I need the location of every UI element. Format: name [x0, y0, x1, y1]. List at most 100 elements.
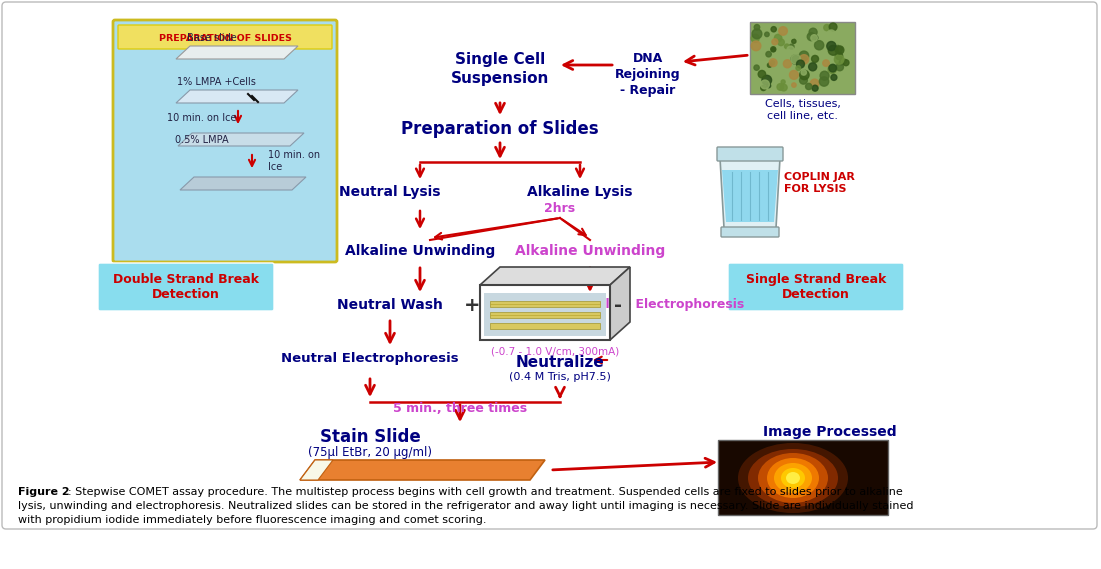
Bar: [480, 285, 610, 340]
Text: 2hrs: 2hrs: [544, 202, 576, 215]
Circle shape: [836, 63, 843, 71]
Circle shape: [829, 31, 836, 38]
Circle shape: [799, 51, 809, 60]
Polygon shape: [720, 158, 780, 228]
Circle shape: [754, 65, 760, 71]
Circle shape: [752, 29, 762, 39]
Circle shape: [789, 44, 794, 49]
Circle shape: [802, 70, 806, 75]
Circle shape: [835, 55, 843, 64]
Ellipse shape: [786, 472, 800, 484]
Bar: [484, 293, 606, 336]
Circle shape: [761, 85, 766, 90]
Circle shape: [811, 86, 817, 92]
Circle shape: [796, 66, 800, 71]
Bar: [490, 312, 600, 318]
Circle shape: [829, 64, 837, 72]
Text: Alkaline Unwinding: Alkaline Unwinding: [515, 244, 665, 258]
Bar: [490, 301, 600, 307]
Circle shape: [835, 46, 842, 53]
Text: Single Strand Break
Detection: Single Strand Break Detection: [745, 273, 886, 301]
Polygon shape: [299, 460, 545, 480]
Text: Single Cell
Suspension: Single Cell Suspension: [450, 52, 549, 85]
Ellipse shape: [748, 449, 838, 507]
Bar: [750, 22, 855, 94]
Circle shape: [771, 47, 776, 52]
Ellipse shape: [738, 443, 848, 513]
FancyBboxPatch shape: [98, 263, 274, 311]
Circle shape: [841, 59, 847, 64]
Bar: [718, 440, 889, 515]
Polygon shape: [299, 460, 333, 480]
FancyBboxPatch shape: [721, 227, 780, 237]
Polygon shape: [610, 267, 630, 340]
Circle shape: [830, 73, 837, 80]
Circle shape: [822, 60, 829, 67]
Circle shape: [827, 42, 836, 51]
Circle shape: [764, 39, 774, 48]
Circle shape: [824, 24, 830, 31]
Text: Cells, tissues,
cell line, etc.: Cells, tissues, cell line, etc.: [764, 99, 840, 121]
Circle shape: [831, 75, 837, 80]
Circle shape: [836, 52, 842, 60]
Circle shape: [777, 84, 784, 90]
Text: Stain Slide: Stain Slide: [319, 428, 421, 446]
Text: (75µl EtBr, 20 µg/ml): (75µl EtBr, 20 µg/ml): [308, 446, 432, 459]
Circle shape: [777, 39, 784, 46]
Text: Base slide: Base slide: [187, 33, 237, 43]
Circle shape: [766, 51, 772, 57]
Circle shape: [815, 40, 824, 50]
Circle shape: [844, 79, 849, 83]
Circle shape: [799, 55, 809, 64]
Circle shape: [789, 71, 798, 79]
Circle shape: [839, 40, 844, 46]
Text: -: -: [614, 295, 622, 315]
Circle shape: [751, 34, 760, 42]
Circle shape: [819, 77, 829, 86]
Text: +: +: [464, 295, 480, 315]
Circle shape: [787, 31, 795, 39]
Text: Figure 2: Figure 2: [18, 487, 69, 497]
Circle shape: [761, 80, 770, 89]
Circle shape: [840, 77, 846, 82]
FancyBboxPatch shape: [118, 25, 333, 49]
Circle shape: [792, 83, 796, 87]
Circle shape: [829, 23, 837, 31]
Text: Alkaline Lysis: Alkaline Lysis: [527, 185, 633, 199]
Circle shape: [791, 55, 800, 64]
Text: Preparation of Slides: Preparation of Slides: [401, 120, 599, 138]
Polygon shape: [480, 267, 630, 285]
Circle shape: [787, 46, 794, 53]
Circle shape: [796, 60, 805, 68]
Text: Alkaline Electrophoresis: Alkaline Electrophoresis: [576, 298, 744, 311]
Circle shape: [759, 71, 765, 78]
Text: Neutral Wash: Neutral Wash: [337, 298, 443, 312]
Circle shape: [828, 65, 837, 73]
Text: lysis, unwinding and electrophoresis. Neutralized slides can be stored in the re: lysis, unwinding and electrophoresis. Ne…: [18, 501, 914, 511]
Circle shape: [813, 85, 818, 91]
Circle shape: [791, 55, 800, 64]
Circle shape: [807, 32, 816, 40]
Text: : Stepwise COMET assay procedure. The multistep process begins with cell growth : : Stepwise COMET assay procedure. The mu…: [68, 487, 903, 497]
Circle shape: [774, 34, 782, 42]
Circle shape: [811, 55, 818, 63]
FancyBboxPatch shape: [728, 263, 904, 311]
Ellipse shape: [757, 453, 828, 503]
Text: (0.4 M Tris, pH7.5): (0.4 M Tris, pH7.5): [509, 372, 611, 382]
Text: COPLIN JAR
FOR LYSIS: COPLIN JAR FOR LYSIS: [784, 172, 854, 194]
Circle shape: [766, 84, 771, 88]
Ellipse shape: [767, 458, 819, 498]
Circle shape: [778, 27, 787, 35]
FancyBboxPatch shape: [717, 147, 783, 161]
Polygon shape: [722, 170, 778, 222]
Polygon shape: [176, 46, 298, 59]
Text: 0.5% LMPA: 0.5% LMPA: [175, 135, 229, 145]
Text: Neutral Electrophoresis: Neutral Electrophoresis: [281, 352, 459, 365]
Circle shape: [770, 59, 777, 67]
Circle shape: [771, 61, 775, 65]
FancyBboxPatch shape: [113, 20, 337, 262]
Circle shape: [808, 63, 817, 71]
Circle shape: [762, 75, 772, 85]
Circle shape: [767, 63, 772, 67]
Text: (-0.7 - 1.0 V/cm, 300mA): (-0.7 - 1.0 V/cm, 300mA): [491, 346, 619, 356]
